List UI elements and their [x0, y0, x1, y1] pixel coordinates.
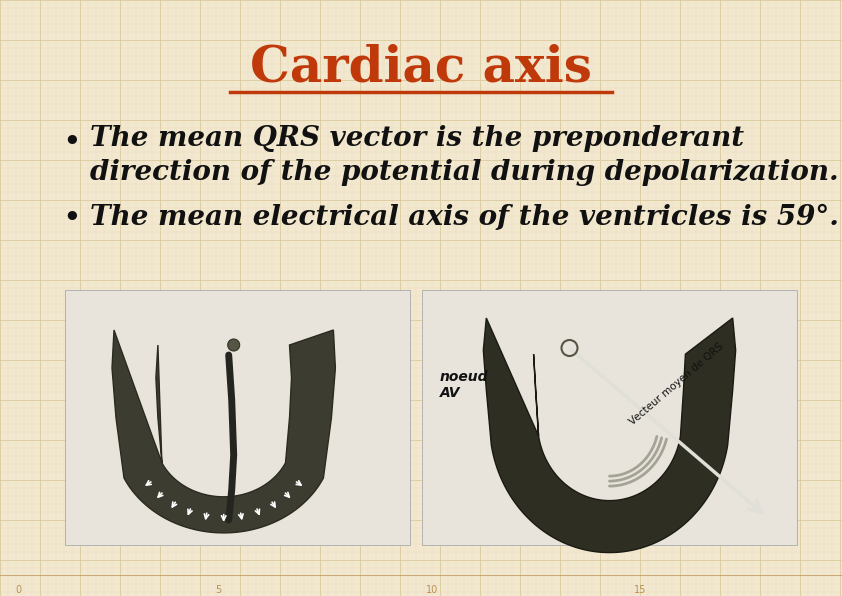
Text: direction of the potential during depolarization.: direction of the potential during depola…	[90, 159, 839, 185]
Text: The mean electrical axis of the ventricles is 59°.: The mean electrical axis of the ventricl…	[90, 204, 839, 231]
Text: noeud
AV: noeud AV	[440, 370, 488, 400]
Polygon shape	[483, 318, 736, 552]
FancyBboxPatch shape	[65, 290, 410, 545]
Text: 10: 10	[426, 585, 438, 595]
Text: Cardiac axis: Cardiac axis	[250, 44, 592, 92]
Text: 5: 5	[215, 585, 221, 595]
Polygon shape	[112, 330, 335, 533]
Text: The mean QRS vector is the preponderant: The mean QRS vector is the preponderant	[90, 125, 744, 151]
Text: 15: 15	[634, 585, 646, 595]
Text: •: •	[62, 126, 81, 157]
FancyBboxPatch shape	[422, 290, 797, 545]
Text: Vecteur moyen de QRS: Vecteur moyen de QRS	[627, 342, 725, 427]
Text: •: •	[62, 203, 81, 234]
Circle shape	[227, 339, 240, 351]
Text: 0: 0	[15, 585, 21, 595]
